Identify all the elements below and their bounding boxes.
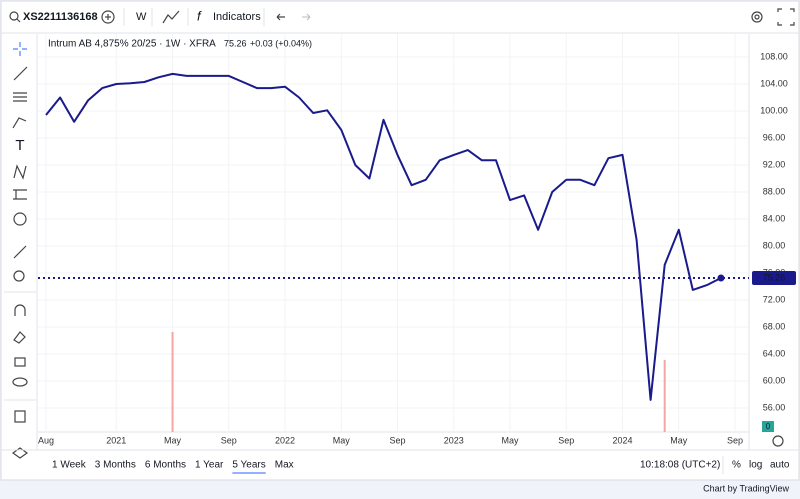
top-toolbar: XS2211136168 W f Indicators [1, 8, 799, 34]
x-tick-label: Sep [727, 435, 743, 445]
y-tick-label: 104.00 [760, 78, 788, 88]
fib-tool[interactable] [13, 92, 27, 102]
y-tick-label: 96.00 [763, 132, 786, 142]
forecast-tool[interactable] [13, 189, 27, 200]
y-tick-label: 88.00 [763, 186, 786, 196]
y-tick-label: 84.00 [763, 213, 786, 223]
zoom-tool[interactable] [13, 270, 25, 282]
y-tick-label: 60.00 [763, 375, 786, 385]
chart-title: Intrum AB 4,875% 20/25 · 1W · XFRA [48, 39, 216, 50]
crosshair-tool[interactable] [13, 42, 27, 56]
x-tick-label: Sep [558, 435, 574, 445]
volume-axis-label-box [762, 421, 774, 432]
auto-toggle[interactable]: auto [770, 460, 790, 471]
x-tick-label: May [670, 435, 688, 445]
range-button[interactable]: 6 Months [145, 460, 186, 471]
lock-tool[interactable] [14, 357, 26, 367]
pattern-tool[interactable] [13, 164, 27, 180]
credit[interactable]: Chart by TradingView [703, 483, 789, 493]
line-tool[interactable] [13, 66, 28, 81]
x-tick-label: Sep [221, 435, 237, 445]
axis-settings-icon[interactable] [772, 435, 784, 447]
last-point [717, 274, 725, 282]
volume-bar [663, 360, 666, 432]
brush-tool[interactable] [12, 117, 27, 129]
delete-tool[interactable] [14, 410, 26, 423]
range-button[interactable]: 1 Year [195, 460, 224, 471]
settings-icon-core [754, 14, 760, 20]
y-tick-label: 80.00 [763, 240, 786, 250]
plot-area [38, 34, 750, 450]
fullscreen-icon[interactable] [777, 8, 795, 26]
x-tick-label: 2022 [275, 435, 295, 445]
bottom-bar: 10:18:08 (UTC+2) % log auto 1 Week 3 Mont… [1, 449, 799, 474]
y-tick-label: 72.00 [763, 294, 786, 304]
x-tick-label: 2021 [106, 435, 126, 445]
x-tick-label: May [502, 435, 520, 445]
undo-icon[interactable] [276, 13, 285, 21]
magnet-tool[interactable] [14, 304, 26, 316]
price-line [45, 72, 722, 401]
emoji-tool[interactable] [13, 212, 27, 226]
search-icon-handle [16, 18, 21, 23]
chart-style-icon[interactable] [162, 10, 180, 24]
x-tick-label: Aug [38, 435, 54, 445]
redo-icon[interactable] [302, 13, 311, 21]
y-tick-label: 92.00 [763, 159, 786, 169]
measure-tool[interactable] [13, 245, 27, 259]
fx-icon[interactable]: f [197, 8, 202, 23]
y-tick-label: 56.00 [763, 402, 786, 412]
search-icon[interactable] [9, 11, 19, 21]
settings-icon[interactable] [751, 11, 763, 23]
symbol[interactable]: XS2211136168 [23, 11, 98, 23]
last-price-label: 75.26 [763, 272, 786, 282]
log-toggle[interactable]: log [749, 460, 762, 471]
y-tick-label: 100.00 [760, 105, 788, 115]
y-tick-label: 68.00 [763, 321, 786, 331]
legend-change: +0.03 (+0.04%) [250, 38, 312, 48]
legend-last-price: 75.26 [224, 38, 247, 48]
left-toolbar: T [4, 34, 38, 459]
y-tick-label: 64.00 [763, 348, 786, 358]
last-price-label-box [752, 270, 796, 285]
percent-toggle[interactable]: % [732, 460, 741, 471]
volume-axis-label: 0 [766, 422, 771, 431]
x-tick-label: 2023 [444, 435, 464, 445]
hide-tool[interactable] [12, 377, 28, 387]
range-button[interactable]: Max [275, 460, 294, 471]
clock: 10:18:08 (UTC+2) [640, 460, 720, 471]
indicators-button[interactable]: Indicators [213, 11, 261, 23]
widget-frame [0, 0, 800, 481]
range-button[interactable]: 3 Months [95, 460, 136, 471]
stay-drawing-tool[interactable] [13, 331, 26, 344]
range-button[interactable]: 5 Years [232, 460, 265, 471]
x-tick-label: May [333, 435, 351, 445]
y-tick-label: 108.00 [760, 51, 788, 61]
range-button[interactable]: 1 Week [52, 460, 87, 471]
x-tick-label: May [164, 435, 182, 445]
x-tick-label: 2024 [612, 435, 632, 445]
compare-icon[interactable] [101, 10, 115, 24]
interval[interactable]: W [136, 11, 147, 23]
text-tool[interactable]: T [15, 137, 24, 154]
volume-bar [171, 332, 174, 432]
x-tick-label: Sep [390, 435, 406, 445]
